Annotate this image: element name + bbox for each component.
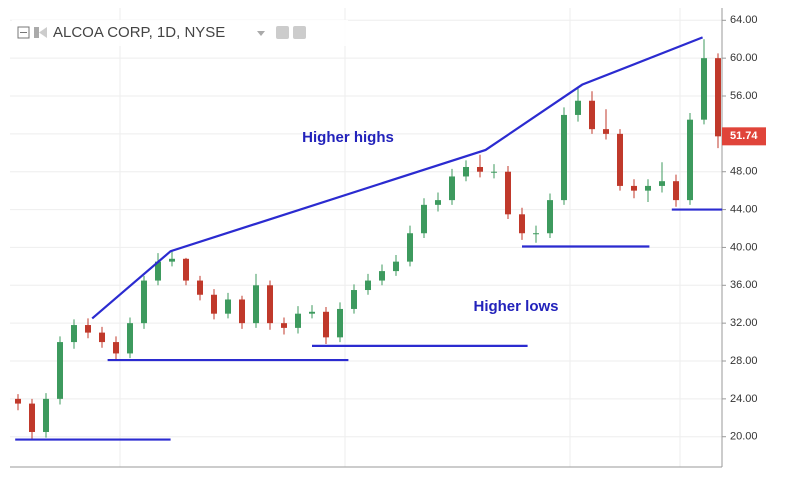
settings-icon[interactable]: [293, 26, 306, 39]
candle-body: [659, 181, 665, 186]
candle-body: [393, 261, 399, 272]
candle-body: [183, 258, 189, 281]
candle-body: [645, 185, 651, 191]
candle-body: [365, 280, 371, 291]
y-tick-label: 64.00: [730, 14, 758, 26]
candle-body: [99, 332, 105, 343]
y-tick-label: 60.00: [730, 52, 758, 64]
y-tick-label: 56.00: [730, 90, 758, 102]
symbol-icon: [39, 27, 47, 38]
candle-body: [253, 285, 259, 324]
y-tick-label: 44.00: [730, 203, 758, 215]
candle-body: [29, 403, 35, 432]
candle-body: [211, 294, 217, 314]
candle-body: [71, 325, 77, 343]
candle-body: [127, 323, 133, 354]
candle-body: [435, 200, 441, 205]
candle-body: [519, 214, 525, 234]
y-tick-label: 20.00: [730, 431, 758, 443]
candle-body: [141, 280, 147, 324]
candle-body: [477, 166, 483, 172]
candle-body: [57, 342, 63, 399]
candle-body: [239, 299, 245, 324]
annotation: Higher lows: [473, 298, 558, 315]
chart-title: ALCOA CORP, 1D, NYSE: [53, 24, 225, 41]
candle-body: [603, 129, 609, 134]
header-bg: [12, 20, 348, 46]
higher-highs-line: [91, 36, 704, 320]
candle-body: [281, 323, 287, 328]
candle-body: [687, 119, 693, 201]
candle-body: [197, 280, 203, 295]
candle-body: [155, 261, 161, 281]
candle-body: [533, 233, 539, 235]
symbol-icon: [34, 27, 39, 38]
y-tick-label: 40.00: [730, 241, 758, 253]
y-tick-label: 24.00: [730, 393, 758, 405]
candle-body: [351, 290, 357, 309]
candle-body: [337, 308, 343, 338]
candle-body: [267, 285, 273, 324]
candle-body: [323, 311, 329, 338]
candle-body: [309, 311, 315, 314]
candle-body: [379, 271, 385, 281]
candle-body: [449, 176, 455, 201]
candle-body: [463, 166, 469, 177]
candle-body: [407, 233, 413, 262]
candle-body: [631, 185, 637, 191]
annotation: Higher highs: [302, 129, 394, 146]
candle-body: [225, 299, 231, 314]
candle-body: [421, 204, 427, 234]
candle-body: [295, 313, 301, 328]
candle-body: [589, 100, 595, 130]
candle-body: [715, 58, 721, 137]
candle-body: [701, 58, 707, 120]
last-price-label: 51.74: [730, 130, 758, 142]
eye-icon[interactable]: [276, 26, 289, 39]
candle-body: [673, 181, 679, 201]
dropdown-icon[interactable]: [257, 31, 265, 36]
candle-body: [575, 100, 581, 115]
last-price-box: [722, 127, 766, 146]
y-tick-label: 32.00: [730, 317, 758, 329]
candle-body: [85, 325, 91, 333]
candle-body: [617, 133, 623, 186]
candle-body: [561, 114, 567, 201]
y-tick-label: 28.00: [730, 355, 758, 367]
candle-body: [169, 258, 175, 262]
vertical-grid: [119, 8, 681, 467]
candle-body: [505, 171, 511, 215]
candle-body: [491, 171, 497, 173]
candle-body: [113, 342, 119, 354]
candle-body: [15, 398, 21, 404]
collapse-icon[interactable]: [17, 26, 30, 39]
candle-body: [43, 398, 49, 432]
y-tick-label: 48.00: [730, 166, 758, 178]
candle-body: [547, 200, 553, 234]
y-tick-label: 36.00: [730, 279, 758, 291]
